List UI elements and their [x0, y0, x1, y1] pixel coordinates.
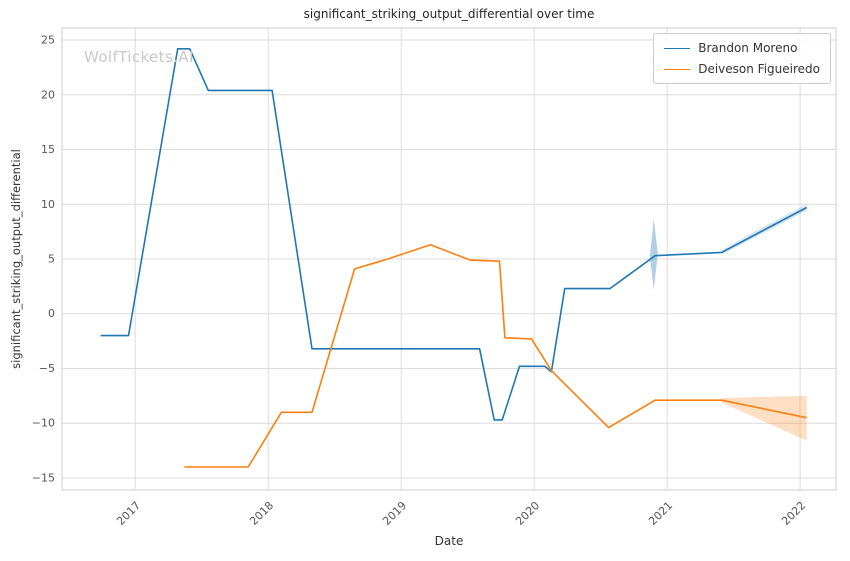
svg-text:2020: 2020: [513, 499, 542, 528]
band-deiveson-figueiredo-ci-2021-2022: [721, 395, 807, 441]
svg-text:−10: −10: [32, 417, 55, 430]
svg-text:5: 5: [48, 253, 55, 266]
x-tick-labels: 2017 2018 2019 2020 2021 2022: [114, 499, 808, 528]
legend-entry-brandon-moreno: Brandon Moreno: [664, 41, 820, 55]
y-axis-label: significant_striking_output_differential: [9, 149, 23, 369]
svg-text:15: 15: [41, 143, 55, 156]
legend-swatch-brandon-moreno: [664, 47, 691, 49]
series-line-deiveson-figueiredo: [184, 244, 807, 468]
x-axis-label: Date: [434, 534, 464, 548]
series-line-brandon-moreno: [100, 47, 808, 421]
chart-title: significant_striking_output_differential…: [303, 7, 595, 21]
svg-text:25: 25: [41, 34, 55, 47]
svg-text:2021: 2021: [646, 499, 675, 528]
confidence-bands: [649, 204, 807, 441]
legend-label-deiveson-figueiredo: Deiveson Figueiredo: [698, 62, 820, 76]
legend-entry-deiveson-figueiredo: Deiveson Figueiredo: [664, 62, 820, 76]
svg-text:2019: 2019: [380, 499, 409, 528]
svg-text:2017: 2017: [114, 499, 143, 528]
legend-swatch-deiveson-figueiredo: [664, 68, 691, 70]
svg-text:10: 10: [41, 198, 55, 211]
svg-text:2022: 2022: [779, 499, 808, 528]
band-brandon-moreno-ci-2020: [649, 218, 658, 290]
watermark: WolfTickets.AI: [84, 48, 194, 66]
svg-text:−5: −5: [39, 362, 55, 375]
svg-text:0: 0: [48, 307, 55, 320]
gridlines: [62, 28, 836, 490]
svg-text:2018: 2018: [247, 499, 276, 528]
svg-text:−15: −15: [32, 472, 55, 485]
plot-border: [61, 27, 837, 491]
legend: Brandon Moreno Deiveson Figueiredo: [653, 33, 831, 84]
y-tick-labels: −15 −10 −5 0 5 10 15 20 25: [32, 34, 55, 485]
svg-text:20: 20: [41, 88, 55, 101]
legend-label-brandon-moreno: Brandon Moreno: [698, 41, 798, 55]
